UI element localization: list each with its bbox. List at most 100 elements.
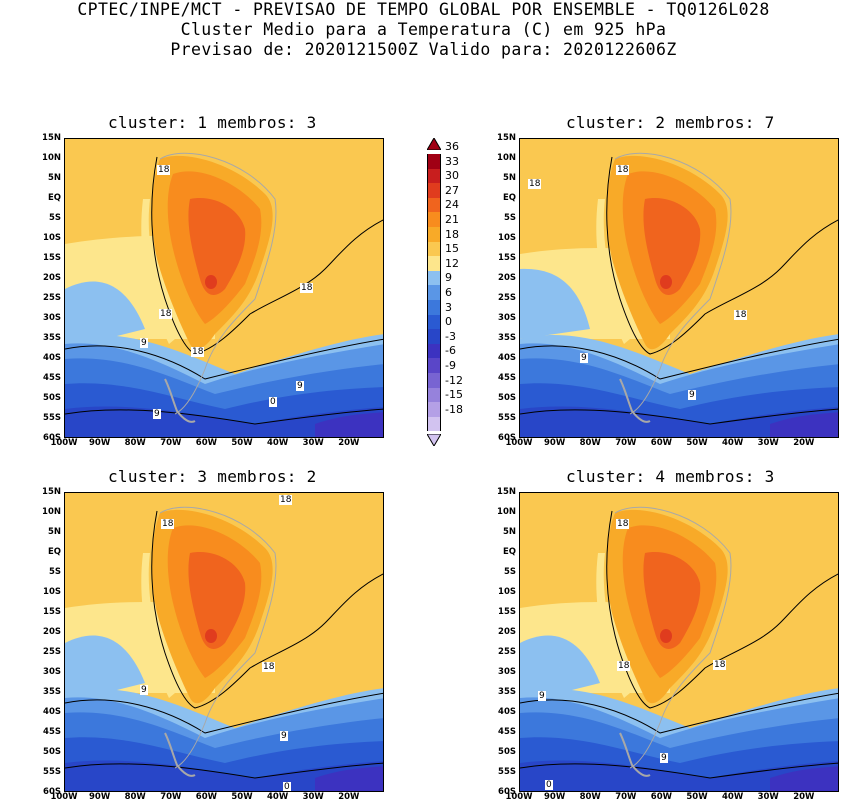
lat-tick-label: 15N [497, 487, 516, 497]
cluster-3-title: cluster: 3 membros: 2 [108, 467, 317, 486]
lon-tick-label: 90W [88, 792, 111, 802]
lat-tick-label: 10N [42, 507, 61, 517]
contour-label: 0 [283, 782, 291, 792]
contour-label: 18 [159, 309, 173, 319]
temperature-field [520, 493, 838, 791]
colorbar-label: -9 [445, 359, 456, 372]
lon-tick-label: 100W [505, 792, 533, 802]
contour-label: 18 [617, 661, 631, 671]
colorbar-segment [427, 212, 441, 227]
colorbar-label: 21 [445, 213, 459, 226]
lat-tick-label: 10S [43, 233, 61, 243]
lat-tick-label: 25S [43, 647, 61, 657]
cluster-2-title: cluster: 2 membros: 7 [566, 113, 775, 132]
lat-tick-label: 45S [498, 373, 516, 383]
lon-tick-label: 40W [266, 438, 289, 448]
colorbar-segment [427, 270, 441, 286]
lat-tick-label: 35S [43, 333, 61, 343]
lat-tick-label: 15S [498, 253, 516, 263]
colorbar-label: 0 [445, 315, 452, 329]
contour-label: 9 [580, 353, 588, 363]
lat-tick-label: 10S [498, 233, 516, 243]
lon-tick-label: 50W [686, 438, 708, 448]
colorbar-label: 9 [445, 271, 452, 285]
colorbar-label: 24 [445, 198, 459, 212]
lat-tick-label: 35S [498, 333, 516, 343]
lat-tick-label: 50S [43, 747, 61, 757]
contour-label: 18 [300, 283, 314, 293]
lat-tick-label: 5S [503, 567, 516, 577]
lon-tick-label: 40W [721, 438, 744, 448]
lat-tick-label: 10S [498, 587, 516, 597]
lat-tick-label: EQ [47, 547, 61, 557]
contour-label: 9 [688, 390, 696, 400]
lat-tick-label: 60S [43, 433, 61, 443]
lat-tick-label: 30S [498, 313, 516, 323]
colorbar-arrow-down [426, 433, 442, 448]
lat-tick-label: 40S [43, 353, 61, 363]
contour-label: 9 [280, 731, 288, 741]
lon-tick-label: 70W [160, 438, 182, 448]
lon-tick-label: 20W [338, 438, 360, 448]
lat-tick-label: 40S [498, 353, 516, 363]
lat-tick-label: 10N [42, 153, 61, 163]
lon-tick-label: 50W [231, 792, 253, 802]
cluster-1-title: cluster: 1 membros: 3 [108, 113, 317, 132]
lat-tick-label: 25S [498, 293, 516, 303]
lat-tick-label: 60S [498, 787, 516, 797]
lat-tick-label: 5S [503, 213, 516, 223]
colorbar-label: 33 [445, 154, 459, 168]
lon-tick-label: 60W [650, 438, 672, 448]
title-line-1: CPTEC/INPE/MCT - PREVISAO DE TEMPO GLOBA… [77, 0, 770, 19]
colorbar-arrow-up [426, 137, 442, 151]
lon-tick-label: 30W [757, 438, 779, 448]
lon-tick-label: 20W [338, 792, 360, 802]
map-panel-3: 18 18 18 9 9 0 [64, 492, 384, 792]
lat-tick-label: 50S [498, 393, 516, 403]
lat-tick-label: 10S [43, 587, 61, 597]
colorbar-segment [427, 358, 441, 373]
temperature-field [65, 493, 383, 791]
lat-tick-label: 50S [498, 747, 516, 757]
colorbar-segment [427, 416, 441, 432]
lon-tick-label: 60W [195, 792, 217, 802]
lat-tick-label: 15N [497, 133, 516, 143]
colorbar-segment [427, 285, 441, 300]
lat-tick-label: 20S [43, 627, 61, 637]
colorbar-label: 27 [445, 183, 459, 197]
lon-tick-label: 100W [50, 792, 78, 802]
colorbar-label: 18 [445, 227, 459, 241]
lat-tick-label: 25S [498, 647, 516, 657]
lat-tick-label: EQ [502, 193, 516, 203]
lat-tick-label: 15N [42, 487, 61, 497]
lon-tick-label: 40W [721, 792, 744, 802]
lat-tick-label: 45S [498, 727, 516, 737]
lon-tick-label: 80W [579, 438, 601, 448]
lat-tick-label: 5S [48, 567, 61, 577]
lon-tick-label: 50W [231, 438, 253, 448]
lat-tick-label: 15N [42, 133, 61, 143]
lat-tick-label: 35S [43, 687, 61, 697]
contour-label: 9 [296, 381, 304, 391]
lat-tick-label: 55S [498, 413, 516, 423]
lon-tick-label: 50W [686, 792, 708, 802]
lat-tick-label: 30S [498, 667, 516, 677]
lat-tick-label: 15S [43, 253, 61, 263]
lon-tick-label: 60W [195, 438, 217, 448]
lat-tick-label: 5N [502, 527, 516, 537]
colorbar-segment [427, 402, 441, 417]
temperature-field [520, 139, 838, 437]
temperature-field [65, 139, 383, 437]
map-panel-2: 18 18 18 9 9 [519, 138, 839, 438]
lat-tick-label: 45S [43, 727, 61, 737]
lon-tick-label: 90W [543, 438, 566, 448]
lat-tick-label: 40S [498, 707, 516, 717]
lat-tick-label: 15S [43, 607, 61, 617]
colorbar-segment [427, 314, 441, 330]
colorbar-segment [427, 183, 441, 198]
lon-tick-label: 70W [160, 792, 182, 802]
map-panel-1: 18 18 18 18 9 9 9 0 [64, 138, 384, 438]
colorbar-segment [427, 226, 441, 242]
lat-tick-label: 15S [498, 607, 516, 617]
colorbar-label: -3 [445, 329, 456, 343]
